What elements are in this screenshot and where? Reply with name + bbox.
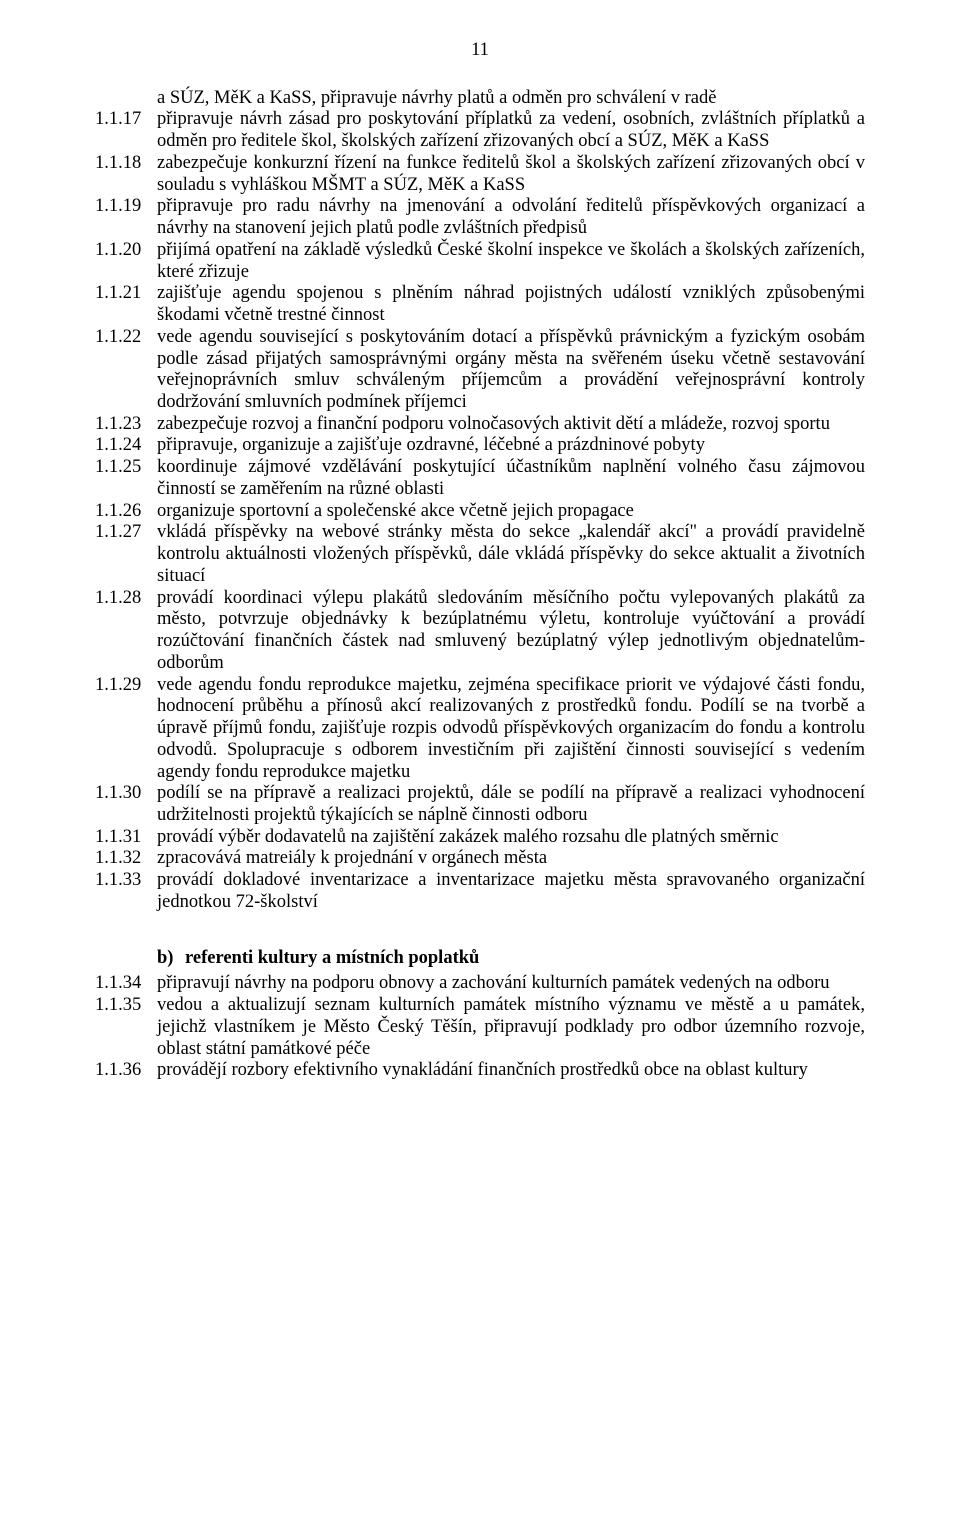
list-item: 1.1.17připravuje návrh zásad pro poskyto…	[95, 109, 865, 152]
list-item-text: podílí se na přípravě a realizaci projek…	[157, 783, 865, 826]
list-item: 1.1.24připravuje, organizuje a zajišťuje…	[95, 435, 865, 457]
list-item-text: a SÚZ, MěK a KaSS, připravuje návrhy pla…	[157, 88, 865, 110]
list-item: a SÚZ, MěK a KaSS, připravuje návrhy pla…	[95, 88, 865, 110]
list-item-text: provádí koordinaci výlepu plakátů sledov…	[157, 588, 865, 675]
list-item-text: organizuje sportovní a společenské akce …	[157, 501, 865, 523]
list-item: 1.1.26organizuje sportovní a společenské…	[95, 501, 865, 523]
list-item: 1.1.30podílí se na přípravě a realizaci …	[95, 783, 865, 826]
list-item-number: 1.1.33	[95, 870, 157, 913]
list-item: 1.1.27vkládá příspěvky na webové stránky…	[95, 522, 865, 587]
list-item-number: 1.1.25	[95, 457, 157, 500]
list-item-text: připravuje pro radu návrhy na jmenování …	[157, 196, 865, 239]
list-item: 1.1.36provádějí rozbory efektivního vyna…	[95, 1060, 865, 1082]
numbered-list-a: a SÚZ, MěK a KaSS, připravuje návrhy pla…	[95, 88, 865, 914]
list-item-text: vedou a aktualizují seznam kulturních pa…	[157, 995, 865, 1060]
list-item-text: připravuje, organizuje a zajišťuje ozdra…	[157, 435, 865, 457]
page-number: 11	[95, 40, 865, 62]
list-item-text: zabezpečuje rozvoj a finanční podporu vo…	[157, 414, 865, 436]
list-item: 1.1.29vede agendu fondu reprodukce majet…	[95, 675, 865, 784]
list-item-number: 1.1.36	[95, 1060, 157, 1082]
list-item-number: 1.1.32	[95, 848, 157, 870]
list-item-text: koordinuje zájmové vzdělávání poskytujíc…	[157, 457, 865, 500]
list-item-number: 1.1.22	[95, 327, 157, 414]
list-item-number: 1.1.28	[95, 588, 157, 675]
list-item: 1.1.31provádí výběr dodavatelů na zajišt…	[95, 827, 865, 849]
list-item-number: 1.1.31	[95, 827, 157, 849]
list-item-number: 1.1.20	[95, 240, 157, 283]
list-item-number: 1.1.29	[95, 675, 157, 784]
section-b-label: b)	[157, 948, 185, 970]
list-item-text: vede agendu související s poskytováním d…	[157, 327, 865, 414]
list-item: 1.1.19připravuje pro radu návrhy na jmen…	[95, 196, 865, 239]
list-item: 1.1.33provádí dokladové inventarizace a …	[95, 870, 865, 913]
list-item: 1.1.35vedou a aktualizují seznam kulturn…	[95, 995, 865, 1060]
list-item: 1.1.20přijímá opatření na základě výsled…	[95, 240, 865, 283]
list-item-text: zajišťuje agendu spojenou s plněním náhr…	[157, 283, 865, 326]
section-b-heading: b)referenti kultury a místních poplatků	[95, 948, 865, 970]
list-item-number: 1.1.23	[95, 414, 157, 436]
list-item-text: připravuje návrh zásad pro poskytování p…	[157, 109, 865, 152]
list-item-number: 1.1.34	[95, 973, 157, 995]
list-item-number: 1.1.24	[95, 435, 157, 457]
document-page: 11 a SÚZ, MěK a KaSS, připravuje návrhy …	[0, 0, 960, 1142]
list-item: 1.1.18zabezpečuje konkurzní řízení na fu…	[95, 153, 865, 196]
list-item-number: 1.1.17	[95, 109, 157, 152]
list-item-number: 1.1.35	[95, 995, 157, 1060]
list-item-text: zabezpečuje konkurzní řízení na funkce ř…	[157, 153, 865, 196]
list-item: 1.1.28provádí koordinaci výlepu plakátů …	[95, 588, 865, 675]
list-item: 1.1.21zajišťuje agendu spojenou s plnění…	[95, 283, 865, 326]
list-item: 1.1.25koordinuje zájmové vzdělávání posk…	[95, 457, 865, 500]
numbered-list-b: 1.1.34připravují návrhy na podporu obnov…	[95, 973, 865, 1082]
list-item-text: vkládá příspěvky na webové stránky města…	[157, 522, 865, 587]
list-item-number: 1.1.27	[95, 522, 157, 587]
list-item-number: 1.1.30	[95, 783, 157, 826]
list-item-text: provádějí rozbory efektivního vynakládán…	[157, 1060, 865, 1082]
list-item-number: 1.1.18	[95, 153, 157, 196]
list-item-number: 1.1.19	[95, 196, 157, 239]
list-item-text: provádí výběr dodavatelů na zajištění za…	[157, 827, 865, 849]
list-item-number: 1.1.26	[95, 501, 157, 523]
list-item: 1.1.34připravují návrhy na podporu obnov…	[95, 973, 865, 995]
list-item-text: provádí dokladové inventarizace a invent…	[157, 870, 865, 913]
list-item-number	[95, 88, 157, 110]
list-item-text: připravují návrhy na podporu obnovy a za…	[157, 973, 865, 995]
list-item: 1.1.22vede agendu související s poskytov…	[95, 327, 865, 414]
list-item: 1.1.32zpracovává matreiály k projednání …	[95, 848, 865, 870]
list-item-text: přijímá opatření na základě výsledků Čes…	[157, 240, 865, 283]
list-item: 1.1.23zabezpečuje rozvoj a finanční podp…	[95, 414, 865, 436]
list-item-text: vede agendu fondu reprodukce majetku, ze…	[157, 675, 865, 784]
list-item-number: 1.1.21	[95, 283, 157, 326]
list-item-text: zpracovává matreiály k projednání v orgá…	[157, 848, 865, 870]
section-b-title: referenti kultury a místních poplatků	[185, 948, 479, 968]
